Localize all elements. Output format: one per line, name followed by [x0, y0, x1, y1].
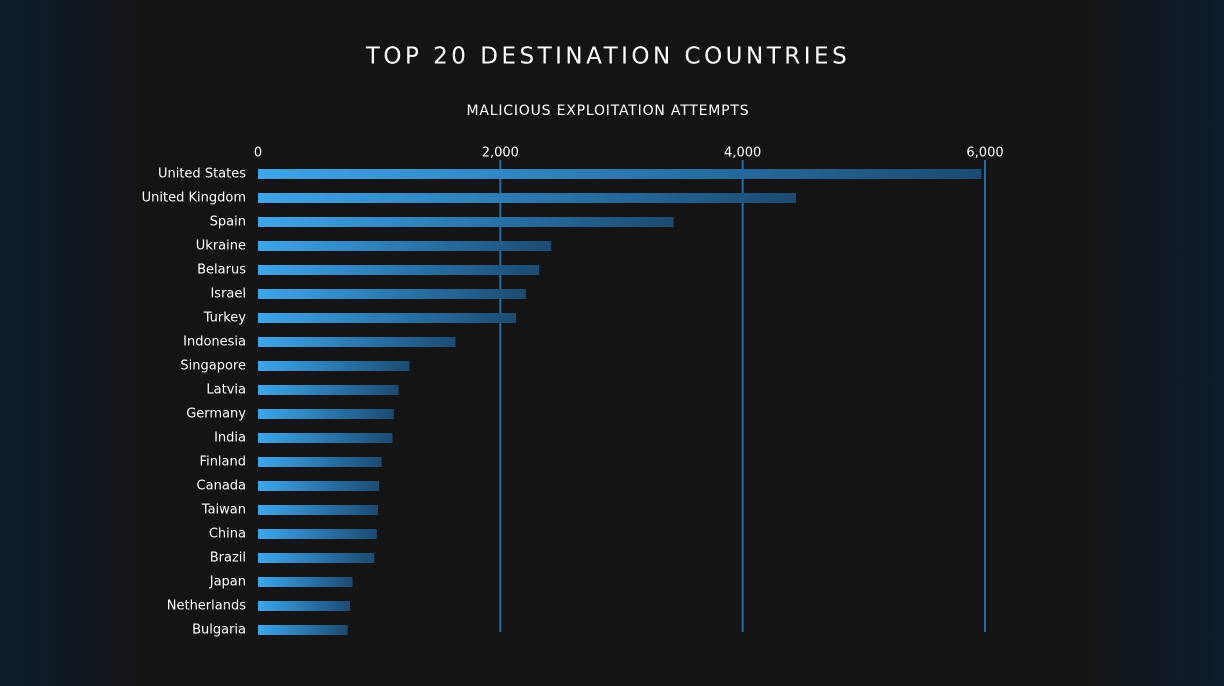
category-label: Canada: [197, 479, 246, 494]
category-label: Indonesia: [183, 335, 246, 350]
bar: [258, 385, 399, 395]
x-tick-label: 6,000: [966, 146, 1003, 161]
category-label: India: [214, 431, 246, 446]
bar: [258, 313, 517, 323]
bar: [258, 505, 378, 515]
bar: [258, 529, 377, 539]
category-label: Japan: [209, 575, 246, 590]
category-label: Turkey: [203, 311, 247, 326]
bar: [258, 217, 674, 227]
bar: [258, 241, 552, 251]
category-label: Latvia: [206, 383, 246, 398]
category-label: China: [209, 527, 246, 542]
bar: [258, 577, 353, 587]
category-label: Taiwan: [201, 503, 246, 518]
x-tick-label: 0: [254, 146, 262, 161]
chart-title: TOP 20 DESTINATION COUNTRIES: [365, 44, 850, 70]
category-label: Bulgaria: [192, 623, 246, 638]
category-label: Netherlands: [167, 599, 246, 614]
bar: [258, 625, 348, 635]
bar: [258, 361, 410, 371]
category-label: Spain: [210, 215, 246, 230]
category-label: Ukraine: [196, 239, 246, 254]
bar: [258, 169, 982, 179]
x-tick-label: 2,000: [482, 146, 519, 161]
bar: [258, 481, 380, 491]
category-label: Belarus: [197, 263, 246, 278]
category-label: Brazil: [210, 551, 246, 566]
category-label: United States: [158, 167, 246, 182]
chart-subtitle: MALICIOUS EXPLOITATION ATTEMPTS: [467, 103, 750, 119]
bar: [258, 409, 394, 419]
bar: [258, 553, 375, 563]
bar: [258, 337, 456, 347]
bar: [258, 193, 796, 203]
category-label: Israel: [210, 287, 246, 302]
x-tick-label: 4,000: [724, 146, 761, 161]
bar: [258, 601, 351, 611]
bar: [258, 265, 540, 275]
bar: [258, 457, 382, 467]
category-label: Singapore: [180, 359, 246, 374]
bar: [258, 289, 526, 299]
bar: [258, 433, 393, 443]
category-label: Germany: [186, 407, 246, 422]
category-label: Finland: [200, 455, 246, 470]
category-label: United Kingdom: [142, 191, 246, 206]
